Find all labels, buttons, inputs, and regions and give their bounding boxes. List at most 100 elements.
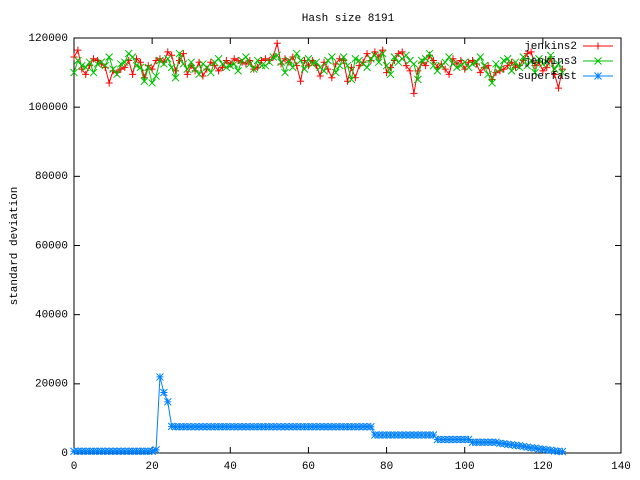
x-tick-label: 100 [455,461,475,473]
point [289,53,297,61]
point [453,63,461,72]
point [273,39,281,47]
x-tick-label: 80 [380,461,393,473]
point [179,60,188,68]
point [492,69,500,77]
point [507,67,516,75]
point [519,442,528,451]
point [335,422,344,431]
point [558,447,567,456]
point [515,441,524,450]
point [413,75,422,84]
point [222,56,230,64]
point [476,53,485,61]
legend-marker [594,42,602,50]
point [422,62,430,70]
point [245,60,254,68]
y-tick-label: 60000 [35,240,68,252]
point [136,447,145,456]
point [363,422,371,431]
point [269,53,278,61]
point [488,438,496,447]
point [265,422,274,431]
point [97,447,106,456]
point [164,48,172,56]
x-tick-label: 140 [611,461,631,473]
point [499,56,508,65]
series-line [73,43,563,94]
point [535,444,543,453]
point [82,70,90,78]
point [480,438,489,447]
point [304,422,313,431]
point [328,53,336,61]
point [476,438,485,447]
point [70,447,78,456]
point [550,65,559,73]
point [74,46,82,54]
point [238,422,246,431]
point [195,422,203,431]
point [367,422,375,431]
point [179,50,187,58]
point [390,53,399,61]
point [136,58,144,66]
point [324,422,332,431]
point [242,422,250,431]
point [85,447,94,456]
point [163,54,172,63]
point [339,53,348,61]
point [85,58,94,67]
point [539,445,547,454]
point [527,48,535,56]
point [453,435,461,444]
y-tick-label: 100000 [28,102,68,114]
point [519,53,528,61]
point [386,70,395,79]
point [554,60,563,68]
series-line [74,376,563,453]
point [144,447,153,456]
x-tick-label: 120 [533,461,553,473]
point [226,422,235,431]
point [406,67,414,75]
point [351,422,360,431]
point [105,447,114,456]
point [374,58,383,67]
point [257,61,266,70]
point [413,431,422,439]
point [163,397,172,406]
point [183,65,192,73]
x-tick-label: 0 [71,461,78,473]
point [261,422,270,431]
point [410,89,418,97]
point [152,56,160,64]
point [214,422,223,431]
point [277,422,285,431]
point [433,435,442,444]
point [136,63,145,72]
point [238,58,246,66]
point [507,440,516,449]
point [230,60,239,68]
point [546,51,555,60]
point [480,61,489,70]
point [316,72,324,80]
point [441,58,450,67]
point [328,422,336,431]
point [121,63,129,71]
point [460,58,469,67]
point [183,422,192,431]
point [281,422,289,431]
point [488,79,496,87]
point [285,56,293,65]
point [167,422,176,431]
legend-marker [594,57,602,65]
point [167,63,176,72]
point [394,50,402,58]
point [273,422,282,431]
y-tick-label: 120000 [28,33,68,45]
point [328,74,336,82]
point [257,422,266,431]
point [527,56,535,65]
